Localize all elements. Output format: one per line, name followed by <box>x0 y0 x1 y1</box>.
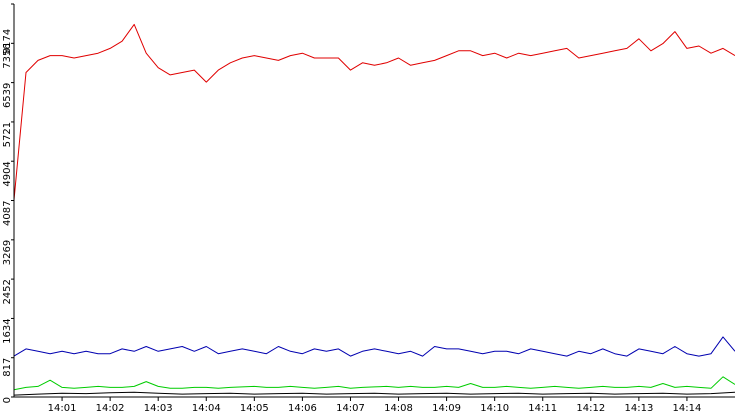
y-tick-label: 0 <box>2 397 13 403</box>
x-tick-label: 14:09 <box>432 403 461 414</box>
series-line-4 <box>13 391 735 396</box>
x-tick-label: 14:04 <box>192 403 221 414</box>
x-tick-label: 14:11 <box>528 403 557 414</box>
x-tick-label: 14:08 <box>384 403 413 414</box>
x-tick-label: 14:02 <box>96 403 125 414</box>
x-tick-label: 14:13 <box>624 403 653 414</box>
series-layer <box>13 23 735 396</box>
y-tick-label: 4087 <box>2 201 13 226</box>
x-tick-label: 14:05 <box>240 403 269 414</box>
series-line-1 <box>13 23 735 200</box>
y-tick-label: 5721 <box>2 122 13 147</box>
y-tick-label: 4904 <box>2 161 13 186</box>
x-tick-label: 14:01 <box>48 403 77 414</box>
axis-layer <box>13 4 735 398</box>
x-tick-label: 14:12 <box>576 403 605 414</box>
y-tick-label: 1634 <box>2 318 13 343</box>
y-tick-label: 7356 <box>2 43 13 68</box>
y-tick-label: 8174 <box>2 29 13 54</box>
x-tick-label: 14:06 <box>288 403 317 414</box>
y-tick-label: 6539 <box>2 83 13 108</box>
x-tick-label: 14:03 <box>144 403 173 414</box>
series-line-2 <box>13 336 735 357</box>
series-line-3 <box>13 376 735 391</box>
y-tick-label: 817 <box>2 358 13 377</box>
x-tick-label: 14:10 <box>480 403 509 414</box>
x-tick-label: 14:14 <box>672 403 701 414</box>
x-tick-label: 14:07 <box>336 403 365 414</box>
tick-layer: 0 817 1634 2452 3269 4087 4904 5721 6539 73568174… <box>2 3 701 414</box>
y-tick-label: 3269 <box>2 240 13 265</box>
y-tick-label: 2452 <box>2 279 13 304</box>
